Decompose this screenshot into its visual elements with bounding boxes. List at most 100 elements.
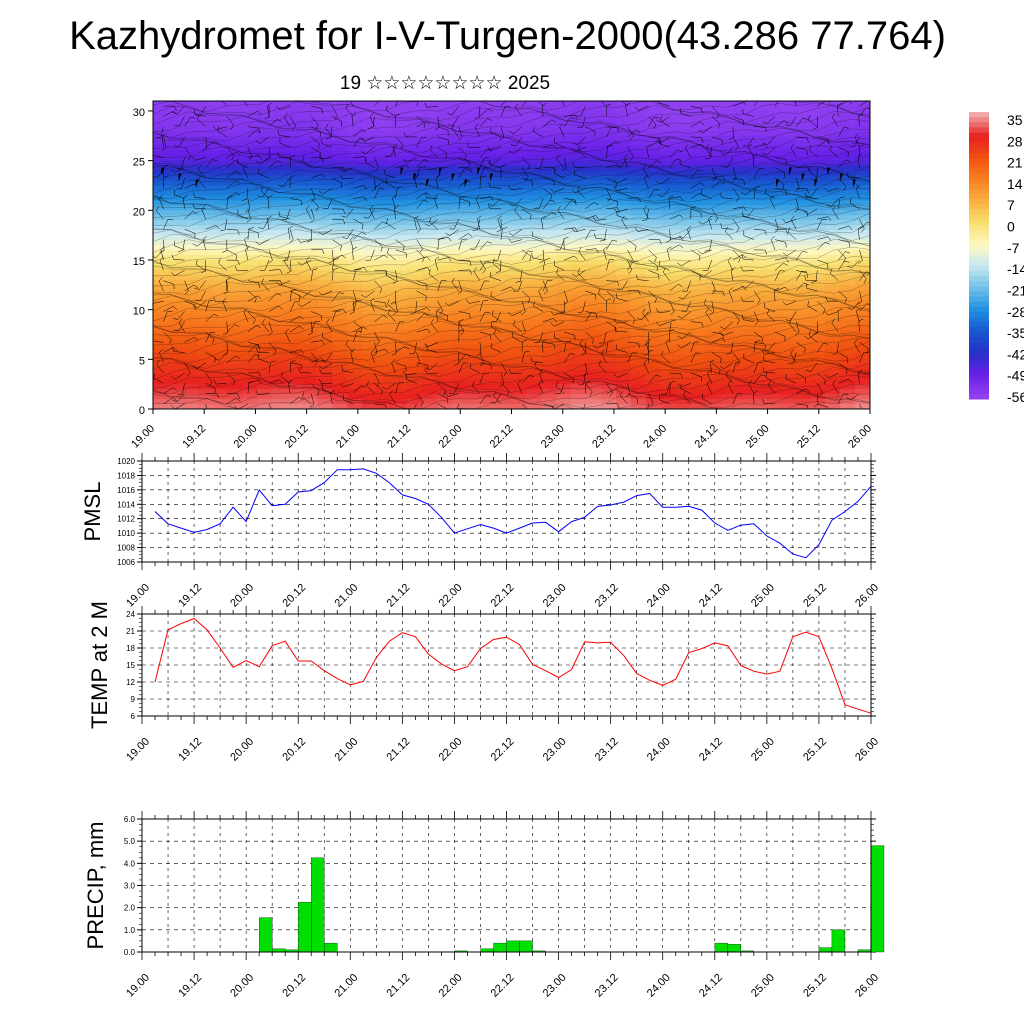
jet-flag: [426, 179, 430, 188]
y-tick-label: 6.0: [124, 815, 136, 824]
colorbar-segment: [969, 378, 989, 385]
precip-bar: [519, 940, 533, 953]
jet-flag: [801, 173, 805, 182]
jet-flag: [827, 167, 831, 176]
jet-flag: [195, 179, 199, 188]
colorbar-segment: [969, 137, 989, 144]
x-tick-label: 25.12: [795, 423, 823, 451]
colorbar-segment: [969, 388, 989, 395]
y-tick-label: 4.0: [124, 859, 136, 868]
colorbar-label: 14: [1007, 176, 1023, 192]
x-tick-label: 25.00: [744, 423, 772, 451]
jet-flag: [413, 173, 417, 182]
chart-subtitle: 19 ☆☆☆☆☆☆☆☆ 2025: [339, 73, 551, 94]
x-tick-label: 22.12: [489, 972, 517, 1000]
y-tick-label: 0: [139, 405, 145, 417]
x-tick-label: 22.00: [437, 582, 465, 610]
temp-panel: 6 9 12 15 18 21 24 19.00 19.12 20.00 20.12 21.00 21.…: [87, 601, 881, 764]
colorbar-segment: [969, 276, 989, 282]
x-tick-label: 20.00: [228, 582, 256, 610]
colorbar-segment: [969, 127, 989, 134]
x-tick-label: 20.12: [280, 736, 308, 764]
x-tick-label: 23.00: [541, 972, 569, 1000]
colorbar-label: -28: [1007, 304, 1024, 320]
y-tick-label: 15: [126, 661, 135, 670]
x-tick-label: 22.00: [437, 736, 465, 764]
colorbar-segment: [969, 301, 989, 308]
y-tick-label: 20: [133, 206, 145, 218]
jet-flag: [400, 167, 404, 176]
colorbar-segment: [969, 122, 989, 128]
colorbar-segment: [969, 147, 989, 154]
jet-flag: [464, 179, 468, 188]
x-tick-label: 24.00: [645, 582, 673, 610]
colorbar-segment: [969, 209, 989, 216]
x-tick-label: 21.12: [385, 972, 413, 1000]
x-tick-label: 25.00: [749, 582, 777, 610]
precip-bar: [259, 917, 273, 953]
precip-panel: 0.0 1.0 2.0 3.0 4.0 5.0 6.0 19.00 19.12 20.00 20.1…: [83, 811, 885, 1000]
colorbar-segment: [969, 219, 989, 226]
jet-flag: [438, 167, 442, 176]
colorbar-segment: [969, 178, 989, 185]
x-tick-label: 21.12: [385, 582, 413, 610]
colorbar-segment: [969, 265, 989, 272]
colorbar-segment: [969, 281, 989, 287]
x-tick-label: 24.00: [645, 736, 673, 764]
colorbar-label: -42: [1007, 346, 1024, 362]
x-tick-label: 22.00: [437, 972, 465, 1000]
x-tick-label: 26.00: [853, 736, 881, 764]
y-tick-label: 1014: [117, 500, 135, 509]
colorbar-segment: [969, 132, 989, 139]
colorbar-label: -14: [1007, 261, 1024, 277]
colorbar-label: 28: [1007, 133, 1023, 149]
colorbar-label: -49: [1007, 368, 1024, 384]
colorbar-segment: [969, 173, 989, 180]
x-tick-label: 20.00: [232, 423, 260, 451]
precip-bar: [506, 940, 520, 953]
y-tick-label: 21: [126, 627, 135, 636]
x-tick-label: 19.12: [180, 423, 208, 451]
colorbar-segment: [969, 255, 989, 262]
colorbar-segment: [969, 311, 989, 318]
x-tick-label: 25.00: [749, 972, 777, 1000]
jet-flag: [840, 173, 844, 182]
x-tick-label: 19.00: [124, 736, 152, 764]
colorbar-segment: [969, 347, 989, 354]
y-tick-label: 1008: [117, 544, 135, 553]
x-tick-label: 22.00: [436, 423, 464, 451]
colorbar-segment: [969, 153, 989, 159]
colorbar-label: -21: [1007, 282, 1024, 298]
colorbar-segment: [969, 317, 989, 323]
colorbar-segment: [969, 260, 989, 267]
x-tick-label: 26.00: [853, 582, 881, 610]
colorbar-segment: [969, 194, 989, 200]
x-tick-label: 21.12: [385, 423, 413, 451]
colorbar-segment: [969, 332, 989, 339]
colorbar-segment: [969, 188, 989, 195]
colorbar-segment: [969, 224, 989, 231]
x-tick-label: 19.12: [176, 736, 204, 764]
y-tick-label: 3.0: [124, 882, 136, 891]
x-tick-label: 24.12: [697, 582, 725, 610]
colorbar-segment: [969, 306, 989, 313]
wind-barbs: [153, 101, 870, 409]
x-tick-label: 23.12: [590, 423, 618, 451]
precip-bar: [727, 944, 741, 953]
colorbar-segment: [969, 112, 989, 118]
x-tick-label: 24.12: [697, 736, 725, 764]
x-tick-label: 25.12: [801, 972, 829, 1000]
x-tick-label: 23.12: [593, 736, 621, 764]
x-tick-label: 24.12: [693, 423, 721, 451]
colorbar-label: 7: [1007, 197, 1015, 213]
colorbar-segment: [969, 327, 989, 333]
x-tick-label: 23.00: [539, 423, 567, 451]
precip-bar: [324, 942, 338, 953]
x-tick-label: 21.00: [334, 423, 362, 451]
colorbar-segment: [969, 383, 989, 390]
x-tick-label: 19.12: [176, 972, 204, 1000]
y-tick-label: 12: [126, 678, 135, 687]
precip-bar: [714, 942, 728, 953]
cross-section-panel: 0 5 10 15 20 25 30 19.00 19.12 20.00 20.12 21.00 21.…: [129, 100, 874, 451]
